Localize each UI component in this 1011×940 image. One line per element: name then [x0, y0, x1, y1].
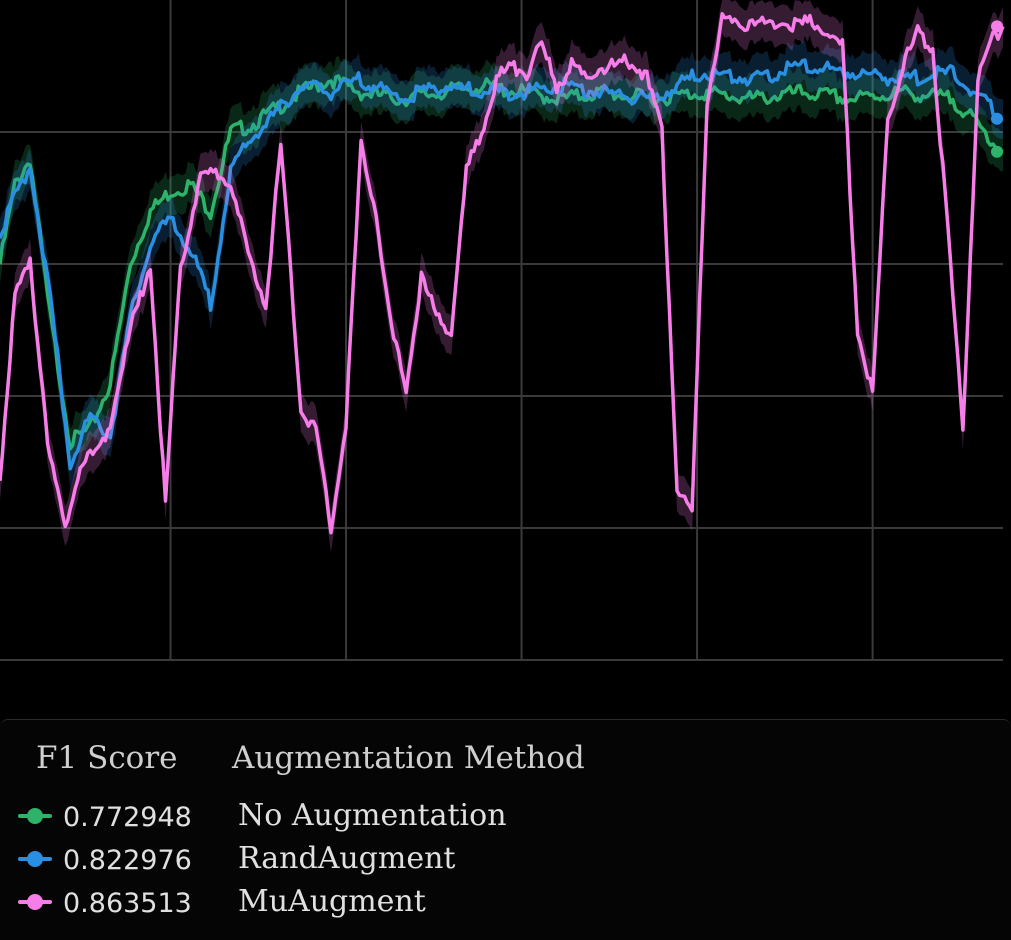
legend-value: 0.772948: [63, 802, 192, 833]
legend-marker-icon: [18, 894, 52, 910]
legend-marker-icon: [18, 851, 52, 867]
series-band-randaugment: [0, 40, 1003, 489]
legend-label: MuAugment: [238, 884, 426, 919]
series-line-muaugment: [0, 12, 1005, 535]
series-end-point-muaugment: [991, 20, 1003, 33]
legend-value: 0.863513: [63, 888, 192, 919]
legend-marker-icon: [18, 808, 52, 824]
legend-row-no-augmentation[interactable]: 0.772948 No Augmentation: [0, 798, 1011, 838]
legend-label: RandAugment: [238, 841, 456, 876]
legend-header-score: F1 Score: [36, 740, 178, 776]
series-band-muaugment: [0, 0, 1003, 553]
series-end-point-randaugment: [991, 112, 1003, 125]
legend-label: No Augmentation: [238, 798, 507, 833]
series-end-point-no-augmentation: [991, 145, 1003, 158]
legend-header-method: Augmentation Method: [232, 740, 585, 776]
series-line-randaugment: [0, 58, 1004, 471]
legend-row-randaugment[interactable]: 0.822976 RandAugment: [0, 841, 1011, 881]
series-line-no-augmentation: [0, 74, 1004, 451]
legend-row-muaugment[interactable]: 0.863513 MuAugment: [0, 884, 1011, 924]
chart-plot: [0, 0, 1005, 661]
legend-panel: F1 Score Augmentation Method 0.772948 No…: [0, 719, 1011, 940]
legend-value: 0.822976: [63, 845, 192, 876]
